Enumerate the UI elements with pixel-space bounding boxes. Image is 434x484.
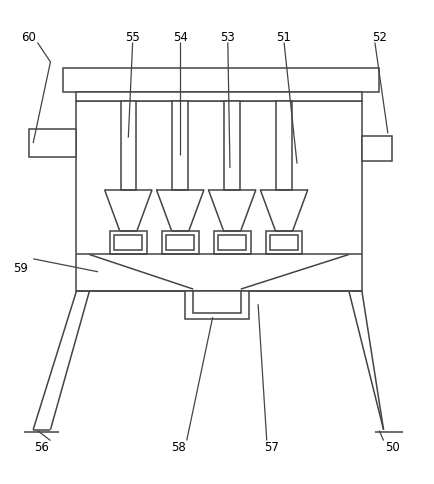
- Text: 56: 56: [34, 440, 49, 454]
- Bar: [270, 236, 298, 251]
- Text: 60: 60: [21, 30, 36, 44]
- Bar: [121, 102, 136, 190]
- Text: 54: 54: [173, 30, 187, 44]
- Text: 52: 52: [372, 30, 387, 44]
- Text: 55: 55: [125, 30, 140, 44]
- Text: 51: 51: [276, 30, 292, 44]
- Bar: [224, 102, 240, 190]
- Text: 53: 53: [220, 30, 235, 44]
- Bar: [362, 136, 392, 162]
- Bar: [29, 130, 76, 158]
- Bar: [110, 231, 147, 255]
- Bar: [172, 102, 188, 190]
- Text: 58: 58: [171, 440, 185, 454]
- Bar: [114, 236, 142, 251]
- Bar: [162, 231, 199, 255]
- Bar: [76, 102, 362, 292]
- Bar: [218, 236, 246, 251]
- Bar: [184, 292, 250, 320]
- Bar: [166, 236, 194, 251]
- Bar: [193, 292, 241, 313]
- Text: 59: 59: [13, 261, 28, 274]
- Bar: [76, 93, 362, 102]
- Text: 57: 57: [263, 440, 279, 454]
- Text: 50: 50: [385, 440, 400, 454]
- Bar: [276, 102, 292, 190]
- Bar: [266, 231, 302, 255]
- Bar: [63, 69, 379, 93]
- Bar: [214, 231, 250, 255]
